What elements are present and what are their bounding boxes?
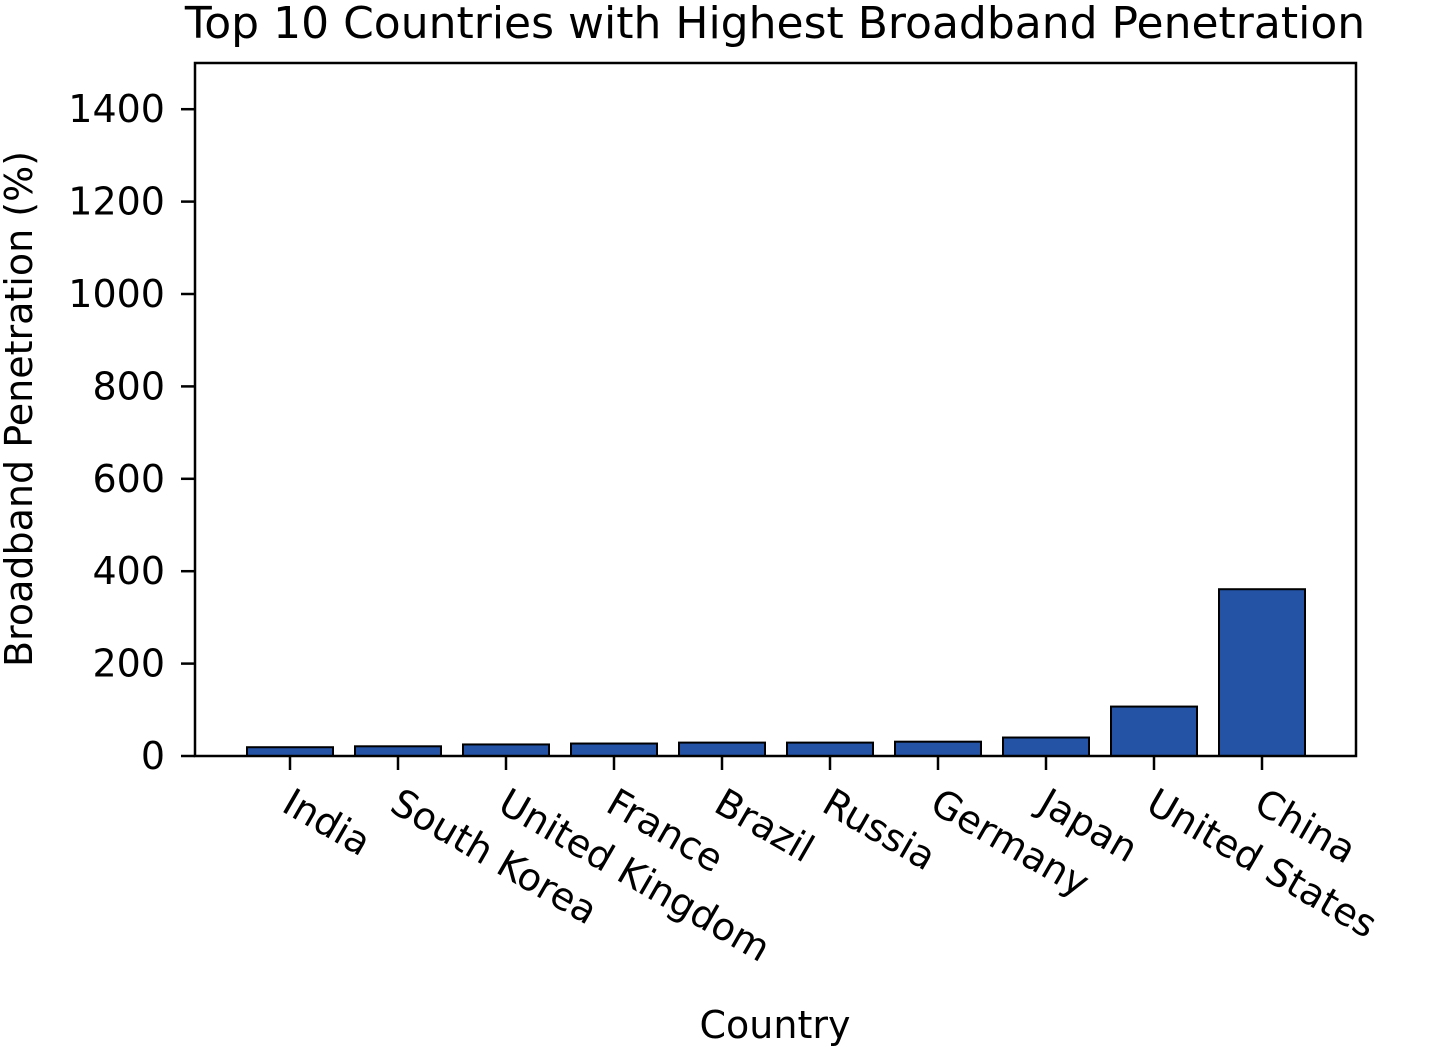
x-tick-label: India <box>276 780 379 865</box>
y-tick-label: 400 <box>92 549 165 593</box>
y-axis-label: Broadband Penetration (%) <box>0 151 41 667</box>
y-tick-label: 1400 <box>68 87 165 131</box>
bar-south-korea <box>354 745 442 757</box>
x-tick-label: Brazil <box>708 780 822 871</box>
y-tick-label: 1200 <box>68 180 165 224</box>
x-tick-label: Russia <box>816 780 944 879</box>
bar-india <box>246 746 334 757</box>
bar-russia <box>786 741 874 757</box>
y-tick-label: 600 <box>92 457 165 501</box>
x-axis-label: Country <box>700 1003 851 1047</box>
plot-frame <box>193 61 1358 758</box>
bar-united-states <box>1110 705 1198 757</box>
bar-germany <box>894 740 982 757</box>
y-axis: 0 200 400 600 800 1000 1200 1400 <box>68 87 195 778</box>
y-tick-label: 0 <box>141 734 165 778</box>
bar-china <box>1218 588 1306 758</box>
y-tick-label: 800 <box>92 364 165 408</box>
bar-united-kingdom <box>462 743 550 758</box>
bar-japan <box>1002 736 1090 758</box>
y-tick-label: 200 <box>92 642 165 686</box>
chart-title: Top 10 Countries with Highest Broadband … <box>184 0 1365 49</box>
y-tick-label: 1000 <box>68 272 165 316</box>
bars-layer <box>246 588 1306 758</box>
bar-france <box>570 742 658 758</box>
bar-brazil <box>678 741 766 757</box>
